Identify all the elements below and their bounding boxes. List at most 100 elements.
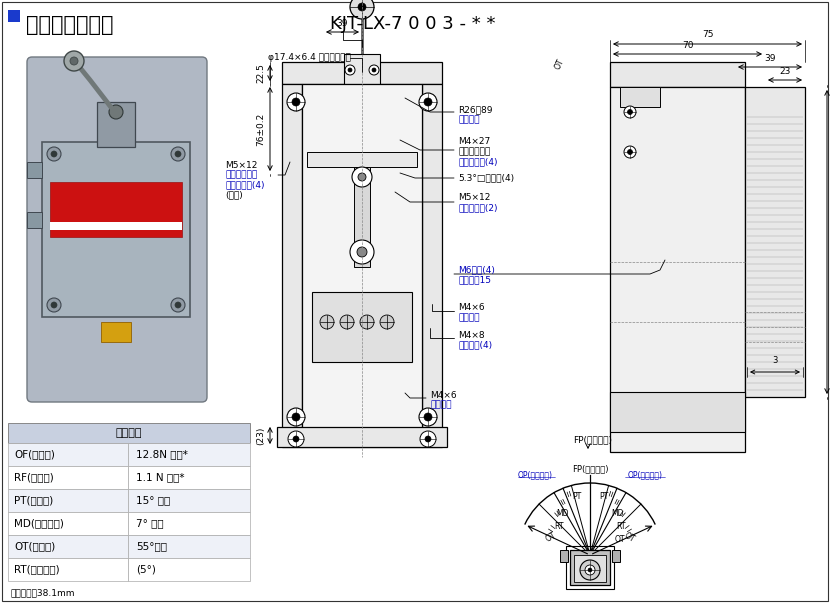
Text: 平头小螺丝(4): 平头小螺丝(4): [458, 157, 497, 166]
Text: 23: 23: [779, 67, 791, 76]
Circle shape: [287, 408, 305, 426]
Text: FP(自由位置): FP(自由位置): [572, 464, 608, 473]
Bar: [610, 87, 745, 452]
Bar: [8, 512, 128, 535]
Text: PT: PT: [572, 492, 581, 501]
Bar: [354, 167, 370, 267]
Circle shape: [51, 302, 57, 308]
Text: FP(自由位置): FP(自由位置): [573, 435, 612, 444]
Bar: [50, 222, 182, 230]
Bar: [574, 555, 606, 582]
Bar: [8, 558, 128, 581]
Circle shape: [171, 298, 185, 312]
Text: 39: 39: [337, 19, 349, 28]
Text: 76±0.2: 76±0.2: [256, 112, 265, 146]
Text: M6螺丝(4): M6螺丝(4): [458, 265, 495, 274]
Text: OT: OT: [615, 534, 625, 543]
Text: 内六角螺栓(2): 内六角螺栓(2): [458, 203, 497, 212]
Text: 3: 3: [772, 356, 778, 365]
Text: (5°): (5°): [136, 564, 156, 575]
Text: ＊连杆长＝38.1mm: ＊连杆长＝38.1mm: [10, 589, 75, 598]
Bar: [312, 292, 412, 362]
Bar: [282, 84, 302, 447]
Bar: [8, 489, 128, 512]
Text: 7° 最大: 7° 最大: [136, 519, 164, 528]
Text: KJT-LX-7 0 0 3 - * *: KJT-LX-7 0 0 3 - * *: [330, 15, 496, 33]
Bar: [302, 84, 422, 447]
Text: PT(预行程): PT(预行程): [14, 496, 53, 505]
Circle shape: [292, 98, 300, 106]
Text: M4×27: M4×27: [458, 137, 491, 147]
Text: M5×12: M5×12: [458, 194, 491, 203]
Bar: [8, 423, 250, 443]
Text: M5×12: M5×12: [225, 160, 257, 169]
Circle shape: [47, 298, 61, 312]
Text: 1.1 N 最小*: 1.1 N 最小*: [136, 473, 184, 482]
Text: 内六角螺栓(4): 内六角螺栓(4): [225, 180, 265, 189]
Circle shape: [47, 147, 61, 161]
Bar: [97, 102, 135, 147]
Bar: [422, 84, 442, 447]
Bar: [282, 62, 442, 84]
Bar: [128, 466, 250, 489]
Text: OT: OT: [554, 57, 566, 71]
Text: 接地螺丝: 接地螺丝: [430, 400, 452, 409]
Circle shape: [70, 57, 78, 65]
Circle shape: [358, 173, 366, 181]
Text: MD(回差动作): MD(回差动作): [14, 519, 64, 528]
Circle shape: [357, 247, 367, 257]
Circle shape: [624, 146, 636, 158]
Text: PT: PT: [599, 492, 608, 501]
Circle shape: [348, 68, 352, 72]
Circle shape: [627, 150, 632, 154]
Bar: [610, 392, 745, 432]
Circle shape: [420, 431, 436, 447]
Text: OP(动作位置): OP(动作位置): [627, 471, 662, 480]
Circle shape: [419, 93, 437, 111]
Text: R26～89: R26～89: [458, 106, 492, 115]
Text: 可调范围: 可调范围: [458, 116, 480, 124]
Text: φ17.4×6.4 黑色尼龙滚轮: φ17.4×6.4 黑色尼龙滚轮: [268, 54, 351, 63]
Bar: [101, 322, 131, 342]
Text: 动作特性: 动作特性: [115, 428, 142, 438]
Text: M4×6: M4×6: [458, 303, 485, 312]
Circle shape: [372, 68, 376, 72]
Circle shape: [425, 436, 431, 442]
Bar: [8, 443, 128, 466]
Text: M4×8: M4×8: [458, 330, 485, 339]
Bar: [27, 162, 42, 178]
Bar: [620, 392, 660, 412]
Circle shape: [424, 413, 432, 421]
Circle shape: [380, 315, 394, 329]
Circle shape: [288, 431, 304, 447]
Circle shape: [109, 105, 123, 119]
Circle shape: [293, 436, 299, 442]
Bar: [128, 512, 250, 535]
Circle shape: [287, 93, 305, 111]
Text: MD: MD: [557, 508, 569, 517]
Circle shape: [292, 413, 300, 421]
Text: RF(复位力): RF(复位力): [14, 473, 54, 482]
Text: 最小深度15: 最小深度15: [458, 276, 491, 285]
Bar: [128, 443, 250, 466]
Text: OT: OT: [622, 531, 637, 544]
Bar: [570, 550, 610, 585]
Text: RT(复位行程): RT(复位行程): [14, 564, 60, 575]
Circle shape: [369, 65, 379, 75]
Circle shape: [352, 167, 372, 187]
FancyBboxPatch shape: [27, 57, 207, 402]
Text: RT: RT: [554, 522, 564, 531]
Circle shape: [175, 151, 181, 157]
Text: 75: 75: [701, 30, 713, 39]
Text: 15° 最大: 15° 最大: [136, 496, 170, 505]
Bar: [566, 546, 614, 589]
Bar: [307, 152, 417, 167]
Text: 5.3°□安装孔(4): 5.3°□安装孔(4): [458, 174, 514, 183]
Circle shape: [51, 151, 57, 157]
Text: 可调滚轮连杆型: 可调滚轮连杆型: [26, 15, 114, 35]
Bar: [344, 54, 380, 84]
Circle shape: [360, 315, 374, 329]
Bar: [610, 62, 745, 87]
Circle shape: [580, 560, 600, 580]
Circle shape: [171, 147, 185, 161]
